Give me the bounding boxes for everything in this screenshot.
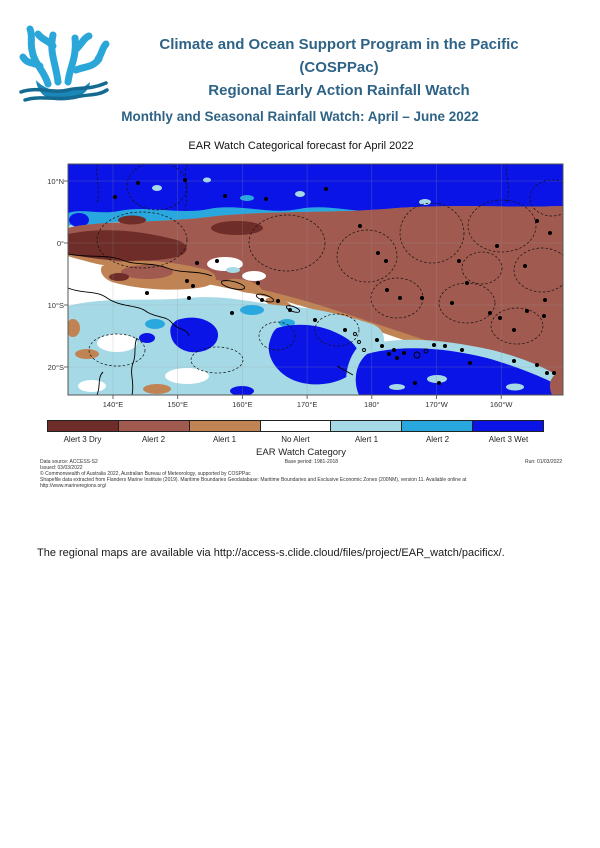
axis-ticks [64, 180, 502, 399]
coral-branches [19, 25, 110, 88]
x-tick-label: 170°W [425, 400, 448, 409]
cosppac-coral-logo [19, 25, 110, 102]
legend-segment [401, 421, 473, 431]
ear-watch-map [64, 163, 564, 399]
report-subtitle: Monthly and Seasonal Rainfall Watch: Apr… [121, 109, 479, 124]
legend-label: Alert 2 [141, 435, 166, 444]
legend-label: Alert 2 [425, 435, 450, 444]
legend-segment [259, 421, 331, 431]
fineprint-issued: Issued: 03/03/2022 [40, 465, 83, 471]
legend-label: Alert 3 Wet [488, 435, 529, 444]
coastlines [68, 253, 429, 395]
legend-label: Alert 1 [354, 435, 379, 444]
legend-segment [48, 421, 118, 431]
footer-note: The regional maps are available via http… [37, 547, 505, 559]
fineprint-base-period: Base period: 1981-2018 [284, 459, 339, 465]
legend-segment [330, 421, 402, 431]
y-tick-label: 0° [56, 239, 64, 248]
wave-lines [19, 81, 109, 102]
ear-watch-figure: EAR Watch Categorical forecast for April… [37, 138, 565, 496]
page-title-line2: (COSPPac) [299, 59, 379, 76]
fineprint-shapefile-url: http://www.marineregions.org/ [40, 483, 107, 489]
x-tick-label: 140°E [102, 400, 124, 409]
y-tick-label: 20°S [47, 363, 64, 372]
fineprint-data-source: Data source: ACCESS-S2 [40, 459, 98, 465]
legend-segment [188, 421, 260, 431]
x-tick-label: 160°E [232, 400, 253, 409]
legend-label: Alert 3 Dry [63, 435, 102, 444]
y-tick-label: 10°N [47, 177, 64, 186]
legend-label: No Alert [281, 435, 310, 444]
y-tick-label: 10°S [47, 301, 64, 310]
x-tick-label: 170°E [296, 400, 318, 409]
fineprint-run: Run: 01/03/2022 [525, 459, 562, 465]
figure-title: EAR Watch Categorical forecast for April… [188, 140, 414, 152]
page-title-line1: Climate and Ocean Support Program in the… [159, 36, 519, 53]
fineprint-copyright: © Commonwealth of Australia 2022, Austra… [40, 471, 251, 477]
fineprint-shapefile: Shapefile data extracted from Flanders M… [40, 477, 467, 483]
page-title: Climate and Ocean Support Program in the… [100, 33, 578, 102]
legend-labels: Alert 3 Dry Alert 2 Alert 1 No Alert Alert 1… [47, 435, 544, 444]
fineprint-row: Data source: ACCESS-S2 Base period: 1981… [40, 459, 562, 465]
page-title-line3: Regional Early Action Rainfall Watch [208, 82, 470, 99]
legend-segment [117, 421, 189, 431]
eez-boundaries [88, 164, 563, 374]
legend-segment [472, 421, 544, 431]
legend-label: Alert 1 [212, 435, 237, 444]
map-frame [67, 163, 564, 396]
grid-lines [68, 164, 563, 395]
x-tick-label: 150°E [167, 400, 188, 409]
station-dots [113, 178, 556, 385]
legend-bar [47, 420, 544, 432]
x-tick-label: 160°W [489, 400, 513, 409]
x-tick-label: 180° [364, 400, 380, 409]
legend-title: EAR Watch Category [256, 447, 346, 458]
